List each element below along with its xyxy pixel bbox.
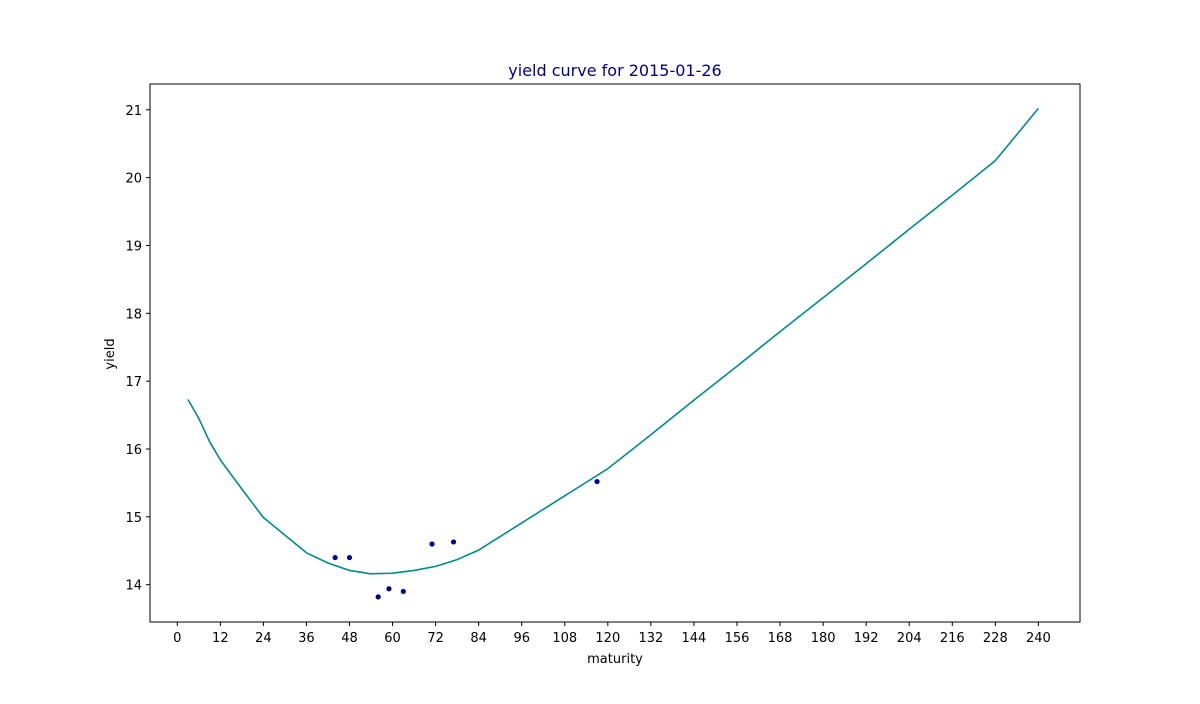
y-axis-label: yield	[103, 338, 118, 369]
chart-title: yield curve for 2015-01-26	[508, 61, 721, 80]
y-tick-label: 21	[125, 104, 142, 119]
observed-yield-point	[332, 554, 338, 561]
x-tick-label: 108	[552, 631, 577, 646]
x-axis: 0 12 24 36 48 60 72 84 96 108 120 132 144 156 168 180 19…	[173, 622, 1051, 646]
x-tick-label: 120	[595, 631, 620, 646]
y-tick-label: 14	[125, 579, 142, 594]
y-tick-label: 15	[125, 511, 142, 526]
fitted-yield-curve-line	[187, 107, 1039, 575]
observed-yield-point	[450, 539, 457, 545]
x-tick-label: 228	[983, 631, 1008, 646]
x-tick-label: 156	[725, 631, 750, 646]
series-layer	[187, 107, 1039, 600]
x-tick-label: 0	[173, 631, 181, 646]
x-tick-label: 144	[682, 631, 707, 646]
x-tick-label: 204	[897, 631, 922, 646]
x-tick-label: 180	[811, 631, 836, 646]
x-tick-label: 60	[384, 631, 401, 646]
plot-area	[149, 83, 1081, 623]
observed-yield-point	[400, 588, 406, 595]
x-tick-label: 132	[638, 631, 663, 646]
x-tick-label: 240	[1026, 631, 1051, 646]
y-tick-label: 19	[125, 239, 142, 254]
x-tick-label: 168	[768, 631, 793, 646]
observed-yield-point	[346, 554, 353, 561]
observed-yield-point	[375, 594, 381, 600]
observed-yield-point	[594, 478, 600, 485]
y-tick-label: 16	[125, 443, 142, 458]
x-tick-label: 216	[940, 631, 965, 646]
x-tick-label: 72	[427, 631, 444, 646]
x-axis-label: maturity	[587, 652, 643, 667]
observed-yield-point	[429, 541, 435, 547]
x-tick-label: 96	[513, 631, 530, 646]
x-tick-label: 48	[341, 631, 358, 646]
x-tick-label: 84	[470, 631, 487, 646]
x-tick-label: 24	[255, 631, 272, 646]
y-tick-label: 20	[125, 172, 142, 187]
x-tick-label: 192	[854, 631, 879, 646]
y-tick-label: 17	[125, 375, 142, 390]
x-tick-label: 36	[298, 631, 315, 646]
y-tick-label: 18	[125, 307, 142, 322]
x-tick-label: 12	[212, 631, 229, 646]
plot-frame	[149, 83, 1081, 623]
y-axis: 14 15 16 17 18 19 20 21	[125, 104, 150, 594]
observed-yield-point	[386, 586, 392, 592]
